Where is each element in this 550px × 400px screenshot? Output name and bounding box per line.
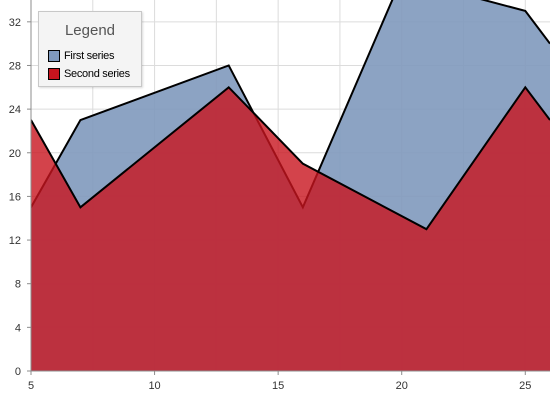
x-tick-label: 15 [272, 380, 284, 392]
legend-label-first-series: First series [64, 50, 115, 62]
line-second-series [31, 85, 550, 231]
y-tick-label: 12 [9, 235, 21, 247]
x-tick-label: 5 [28, 380, 34, 392]
y-tick-label: 16 [9, 191, 21, 203]
x-tick-label: 25 [519, 380, 531, 392]
y-tick-label: 24 [9, 104, 21, 116]
x-tick-label: 10 [148, 380, 160, 392]
legend: Legend First series Second series [38, 11, 142, 87]
y-tick-label: 0 [15, 366, 21, 378]
legend-title: Legend [64, 22, 116, 39]
legend-label-second-series: Second series [64, 68, 130, 80]
series-areas [31, 0, 550, 371]
legend-swatch-second-series [48, 68, 60, 80]
x-tick-label: 20 [396, 380, 408, 392]
legend-swatch-first-series [48, 50, 60, 62]
y-tick-label: 8 [15, 279, 21, 291]
legend-item-first-series[interactable]: First series [48, 49, 114, 63]
tick-labels: 0 4 8 12 16 20 24 28 32 5 10 15 20 25 [9, 17, 532, 392]
y-tick-label: 20 [9, 148, 21, 160]
y-tick-label: 28 [9, 60, 21, 72]
y-tick-label: 32 [9, 17, 21, 29]
y-tick-label: 4 [15, 322, 21, 334]
axes [30, 0, 550, 372]
series-group [31, 0, 550, 371]
area-second-series [31, 87, 550, 371]
legend-item-second-series[interactable]: Second series [48, 67, 130, 81]
